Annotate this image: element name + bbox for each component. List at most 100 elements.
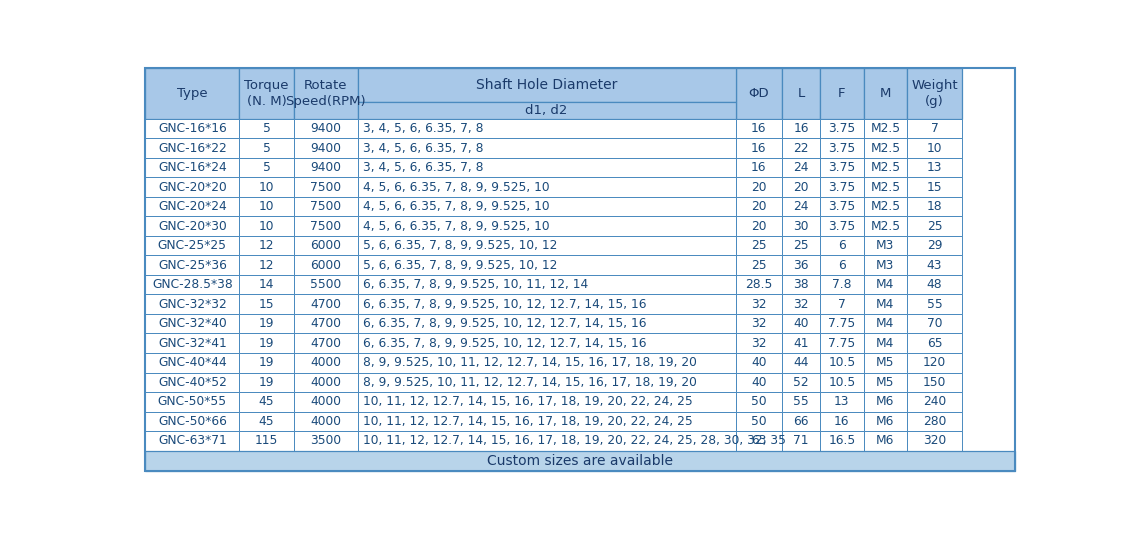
Text: GNC-40*52: GNC-40*52 xyxy=(157,376,226,389)
Bar xyxy=(864,275,907,294)
Bar xyxy=(239,255,294,275)
Text: 4, 5, 6, 6.35, 7, 8, 9, 9.525, 10: 4, 5, 6, 6.35, 7, 8, 9, 9.525, 10 xyxy=(363,180,550,194)
Bar xyxy=(736,216,782,236)
Text: 6, 6.35, 7, 8, 9, 9.525, 10, 12, 12.7, 14, 15, 16: 6, 6.35, 7, 8, 9, 9.525, 10, 12, 12.7, 1… xyxy=(363,317,646,330)
Bar xyxy=(907,275,962,294)
Text: M2.5: M2.5 xyxy=(871,142,900,154)
Text: 14: 14 xyxy=(259,278,274,291)
Bar xyxy=(864,392,907,412)
Text: 40: 40 xyxy=(794,317,808,330)
Text: M4: M4 xyxy=(876,298,894,311)
Bar xyxy=(821,353,864,373)
Bar xyxy=(239,392,294,412)
Text: 55: 55 xyxy=(927,298,942,311)
Text: 66: 66 xyxy=(794,415,808,428)
Bar xyxy=(736,412,782,431)
Text: 3, 4, 5, 6, 6.35, 7, 8: 3, 4, 5, 6, 6.35, 7, 8 xyxy=(363,161,483,174)
Text: 10.5: 10.5 xyxy=(829,376,856,389)
Text: 13: 13 xyxy=(834,395,850,409)
Text: 7.8: 7.8 xyxy=(832,278,851,291)
Text: GNC-63*71: GNC-63*71 xyxy=(158,434,226,447)
Bar xyxy=(821,275,864,294)
Text: ΦD: ΦD xyxy=(748,87,769,100)
Bar xyxy=(907,68,962,119)
Text: GNC-32*40: GNC-32*40 xyxy=(158,317,226,330)
Bar xyxy=(821,119,864,138)
Text: 24: 24 xyxy=(794,200,808,213)
Text: 20: 20 xyxy=(752,200,766,213)
Text: 19: 19 xyxy=(259,317,274,330)
Text: 4000: 4000 xyxy=(310,395,342,409)
Bar xyxy=(239,353,294,373)
Bar xyxy=(864,177,907,197)
Bar xyxy=(358,255,736,275)
Bar xyxy=(145,275,239,294)
Text: 20: 20 xyxy=(752,219,766,233)
Text: 45: 45 xyxy=(259,395,274,409)
Text: 6000: 6000 xyxy=(310,258,342,272)
Bar xyxy=(782,158,821,177)
Bar xyxy=(782,138,821,158)
Bar xyxy=(736,392,782,412)
Text: 4700: 4700 xyxy=(310,317,342,330)
Bar xyxy=(358,412,736,431)
Text: Shaft Hole Diameter: Shaft Hole Diameter xyxy=(475,78,617,92)
Bar xyxy=(358,275,736,294)
Text: 115: 115 xyxy=(255,434,278,447)
Text: 25: 25 xyxy=(751,258,766,272)
Text: 44: 44 xyxy=(794,356,808,370)
Bar xyxy=(782,197,821,216)
Text: 32: 32 xyxy=(752,337,766,350)
Text: M3: M3 xyxy=(876,258,894,272)
Bar xyxy=(907,158,962,177)
Bar xyxy=(294,275,358,294)
Text: 7: 7 xyxy=(931,122,938,135)
Text: 5: 5 xyxy=(263,122,271,135)
Bar xyxy=(864,197,907,216)
Bar xyxy=(358,197,736,216)
Text: 7.75: 7.75 xyxy=(829,337,856,350)
Text: 50: 50 xyxy=(751,395,766,409)
Text: 5500: 5500 xyxy=(310,278,342,291)
Text: 16: 16 xyxy=(752,161,766,174)
Text: 12: 12 xyxy=(259,258,274,272)
Text: 71: 71 xyxy=(794,434,808,447)
Text: 25: 25 xyxy=(794,239,809,252)
Text: GNC-16*16: GNC-16*16 xyxy=(158,122,226,135)
Text: 43: 43 xyxy=(927,258,942,272)
Text: 6, 6.35, 7, 8, 9, 9.525, 10, 11, 12, 14: 6, 6.35, 7, 8, 9, 9.525, 10, 11, 12, 14 xyxy=(363,278,589,291)
Bar xyxy=(239,334,294,353)
Text: Rotate
Speed(RPM): Rotate Speed(RPM) xyxy=(285,79,366,108)
Bar xyxy=(239,197,294,216)
Bar xyxy=(736,158,782,177)
Text: Weight
(g): Weight (g) xyxy=(911,79,958,108)
Bar xyxy=(782,392,821,412)
Text: 30: 30 xyxy=(794,219,808,233)
Bar xyxy=(782,373,821,392)
Text: 4, 5, 6, 6.35, 7, 8, 9, 9.525, 10: 4, 5, 6, 6.35, 7, 8, 9, 9.525, 10 xyxy=(363,200,550,213)
Text: 10: 10 xyxy=(259,200,274,213)
Text: 40: 40 xyxy=(752,356,766,370)
Bar xyxy=(358,392,736,412)
Bar xyxy=(358,334,736,353)
Text: 63: 63 xyxy=(752,434,766,447)
Bar xyxy=(294,236,358,255)
Bar xyxy=(907,431,962,451)
Bar xyxy=(294,353,358,373)
Text: 65: 65 xyxy=(927,337,942,350)
Bar xyxy=(358,119,736,138)
Text: 25: 25 xyxy=(751,239,766,252)
Bar xyxy=(736,431,782,451)
Bar xyxy=(294,197,358,216)
Bar xyxy=(907,177,962,197)
Bar xyxy=(907,373,962,392)
Bar xyxy=(864,68,907,119)
Bar xyxy=(239,373,294,392)
Bar xyxy=(145,255,239,275)
Bar xyxy=(864,412,907,431)
Text: 6, 6.35, 7, 8, 9, 9.525, 10, 12, 12.7, 14, 15, 16: 6, 6.35, 7, 8, 9, 9.525, 10, 12, 12.7, 1… xyxy=(363,298,646,311)
Text: M: M xyxy=(880,87,891,100)
Text: 16: 16 xyxy=(834,415,850,428)
Bar xyxy=(821,138,864,158)
Text: GNC-20*20: GNC-20*20 xyxy=(158,180,226,194)
